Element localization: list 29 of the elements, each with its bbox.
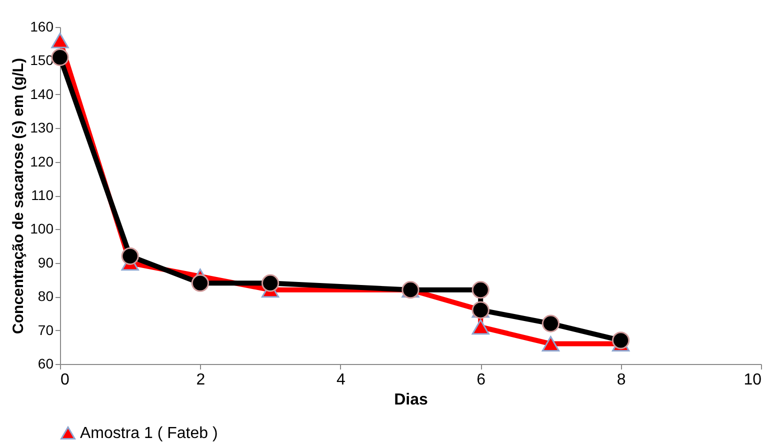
y-tick-label: 140 xyxy=(30,86,54,102)
point xyxy=(472,319,490,335)
y-tick-label: 90 xyxy=(38,254,54,270)
y-axis-title: Concentração de sacarose (s) em (g/L) xyxy=(10,58,28,334)
x-tick-label: 10 xyxy=(744,372,762,388)
y-tick-label: 80 xyxy=(38,288,54,304)
y-tick-label: 110 xyxy=(31,187,54,203)
legend-label: Amostra 1 ( Fateb ) xyxy=(80,425,218,442)
point xyxy=(472,281,490,299)
x-tick-label: 0 xyxy=(60,372,70,388)
x-tick-label: 2 xyxy=(196,372,206,388)
point xyxy=(612,332,630,350)
y-tick-label: 100 xyxy=(30,220,54,237)
point xyxy=(121,247,139,265)
point xyxy=(51,32,69,48)
point xyxy=(51,48,69,66)
y-tick-label: 160 xyxy=(30,18,54,34)
point xyxy=(542,314,560,332)
point xyxy=(542,336,560,352)
y-tick-label: 70 xyxy=(38,322,54,338)
y-tick-label: 130 xyxy=(30,120,54,136)
point xyxy=(191,274,210,292)
x-tick-label: 4 xyxy=(336,372,346,388)
y-tick-label: 60 xyxy=(38,356,54,372)
point xyxy=(261,274,280,292)
x-tick-label: 6 xyxy=(476,372,486,388)
x-tick-label: 8 xyxy=(616,372,626,388)
y-tick-label: 120 xyxy=(30,153,54,170)
x-axis-title: Dias xyxy=(394,392,428,408)
